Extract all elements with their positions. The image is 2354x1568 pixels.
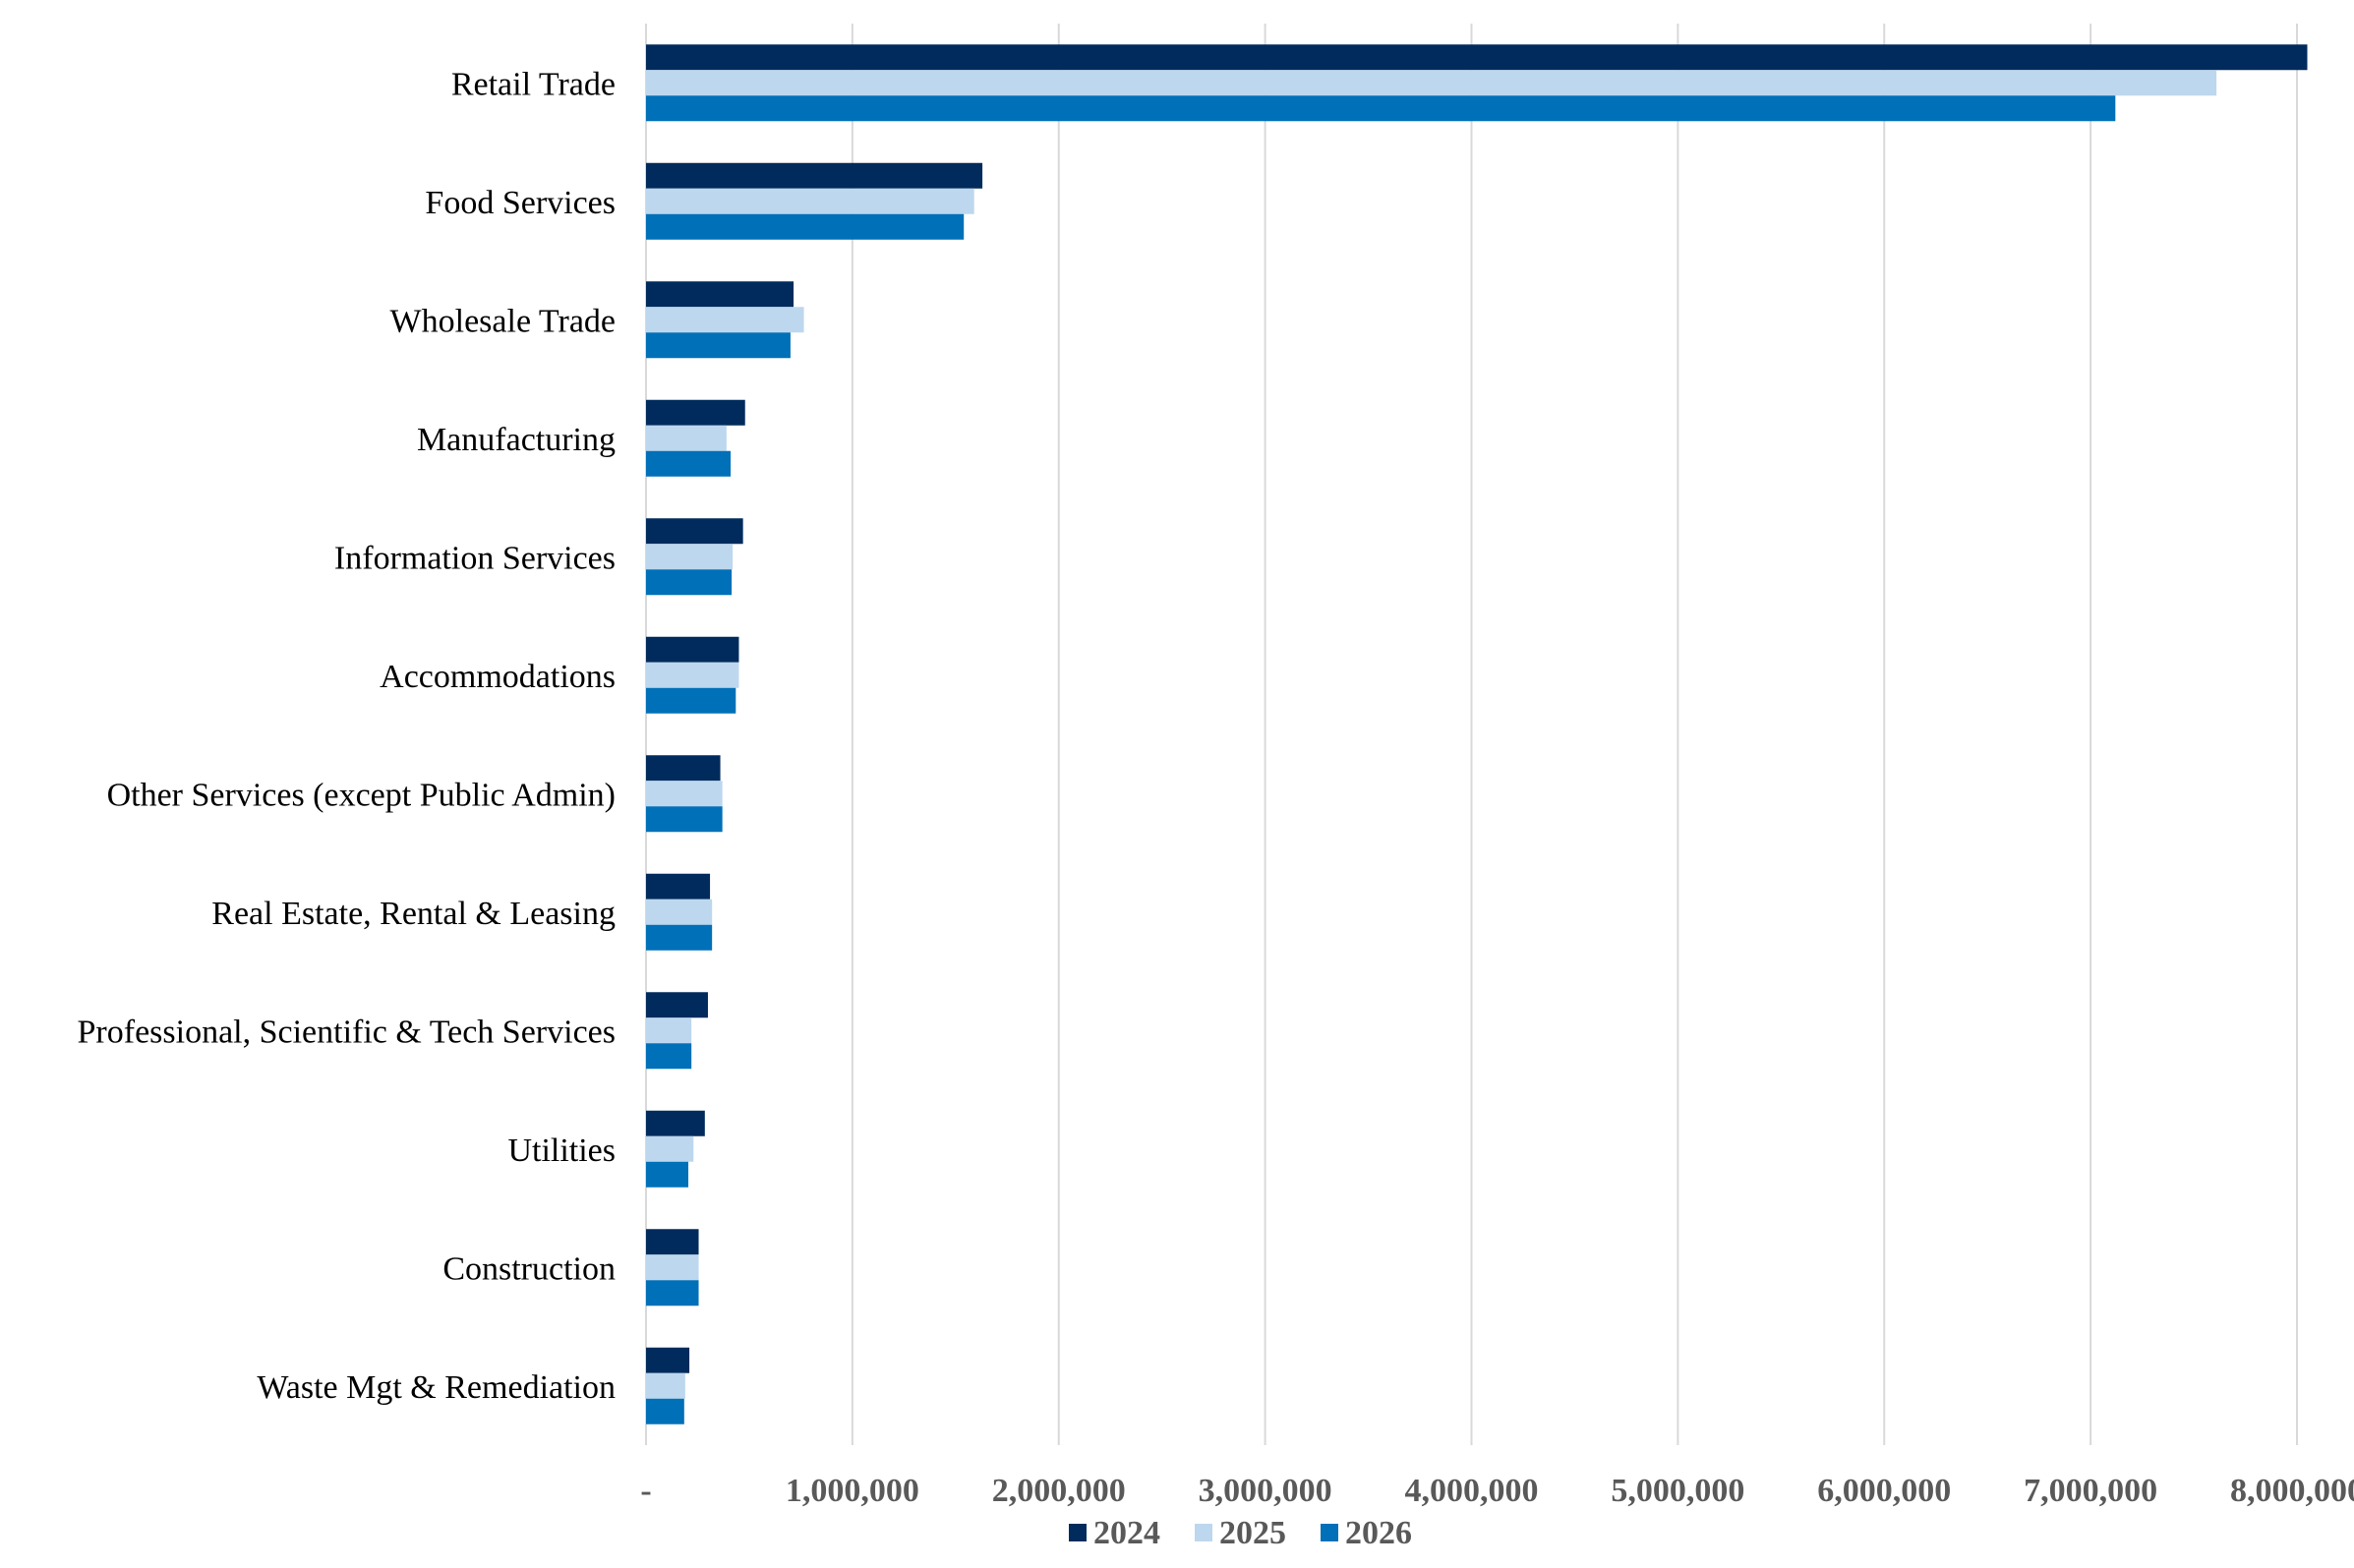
x-tick-label: 8,000,000: [2230, 1473, 2354, 1509]
bar-2026-1: [646, 213, 965, 240]
bar-2024-10: [646, 1229, 699, 1255]
gridlines: [645, 24, 2298, 1445]
category-label: Information Services: [334, 540, 616, 576]
bar-2025-4: [646, 544, 734, 570]
category-labels: Retail Trade Food Services Wholesale Trade…: [78, 66, 616, 1406]
bar-2025-10: [646, 1254, 699, 1281]
x-tick-label: 7,000,000: [2024, 1473, 2157, 1509]
legend-label-2024: 2024: [1093, 1515, 1160, 1551]
bar-2024-6: [646, 755, 721, 782]
bar-2024-11: [646, 1347, 690, 1373]
bar-2024-2: [646, 281, 794, 308]
bar-2026-10: [646, 1280, 699, 1307]
bar-2025-6: [646, 781, 723, 807]
category-label: Construction: [442, 1250, 616, 1287]
bar-2026-3: [646, 450, 732, 477]
bar-2024-5: [646, 636, 739, 663]
legend-label-2026: 2026: [1345, 1515, 1412, 1551]
legend-swatch-2026: [1321, 1524, 1338, 1541]
bar-2025-0: [646, 70, 2217, 96]
category-label: Utilities: [507, 1132, 616, 1169]
bar-2025-5: [646, 662, 739, 688]
x-axis-tick-labels: - 1,000,000 2,000,000 3,000,000 4,000,000 5,0…: [640, 1473, 2354, 1509]
bar-2024-1: [646, 162, 983, 189]
category-label: Retail Trade: [451, 66, 616, 102]
x-tick-label: 5,000,000: [1611, 1473, 1744, 1509]
bar-2025-2: [646, 307, 804, 333]
bar-2026-0: [646, 95, 2116, 122]
bar-2026-11: [646, 1398, 684, 1424]
category-label: Wholesale Trade: [390, 303, 616, 339]
category-label: Food Services: [425, 185, 616, 221]
category-label: Real Estate, Rental & Leasing: [211, 896, 616, 932]
bar-2024-0: [646, 44, 2308, 71]
bar-2025-9: [646, 1135, 694, 1162]
category-label: Accommodations: [380, 659, 616, 695]
legend-label-2025: 2025: [1219, 1515, 1286, 1551]
bar-2026-6: [646, 806, 723, 833]
bars: [646, 44, 2308, 1424]
bar-2025-8: [646, 1017, 692, 1044]
x-tick-label: 1,000,000: [786, 1473, 919, 1509]
category-label: Other Services (except Public Admin): [107, 777, 616, 813]
category-label: Waste Mgt & Remediation: [257, 1369, 616, 1406]
bar-2026-7: [646, 924, 713, 951]
bar-2025-1: [646, 188, 974, 214]
x-tick-label: 3,000,000: [1199, 1473, 1332, 1509]
legend-swatch-2024: [1069, 1524, 1087, 1541]
legend-swatch-2025: [1195, 1524, 1212, 1541]
category-label: Manufacturing: [417, 422, 616, 458]
bar-2026-2: [646, 332, 791, 359]
category-label: Professional, Scientific & Tech Services: [78, 1014, 616, 1050]
bar-2024-3: [646, 399, 745, 426]
x-tick-label: -: [640, 1473, 651, 1509]
bar-2025-7: [646, 899, 713, 925]
bar-2026-4: [646, 569, 733, 596]
bar-2024-8: [646, 992, 708, 1018]
bar-2024-9: [646, 1110, 705, 1136]
bar-2025-11: [646, 1372, 685, 1399]
x-tick-label: 6,000,000: [1817, 1473, 1951, 1509]
x-tick-label: 2,000,000: [992, 1473, 1126, 1509]
bar-2025-3: [646, 425, 727, 451]
bar-2026-9: [646, 1161, 689, 1188]
bar-2024-7: [646, 873, 711, 900]
bar-2024-4: [646, 518, 743, 545]
legend: 2024 2025 2026: [1069, 1515, 1412, 1551]
bar-2026-8: [646, 1043, 692, 1070]
x-tick-label: 4,000,000: [1405, 1473, 1539, 1509]
bar-2026-5: [646, 687, 736, 714]
